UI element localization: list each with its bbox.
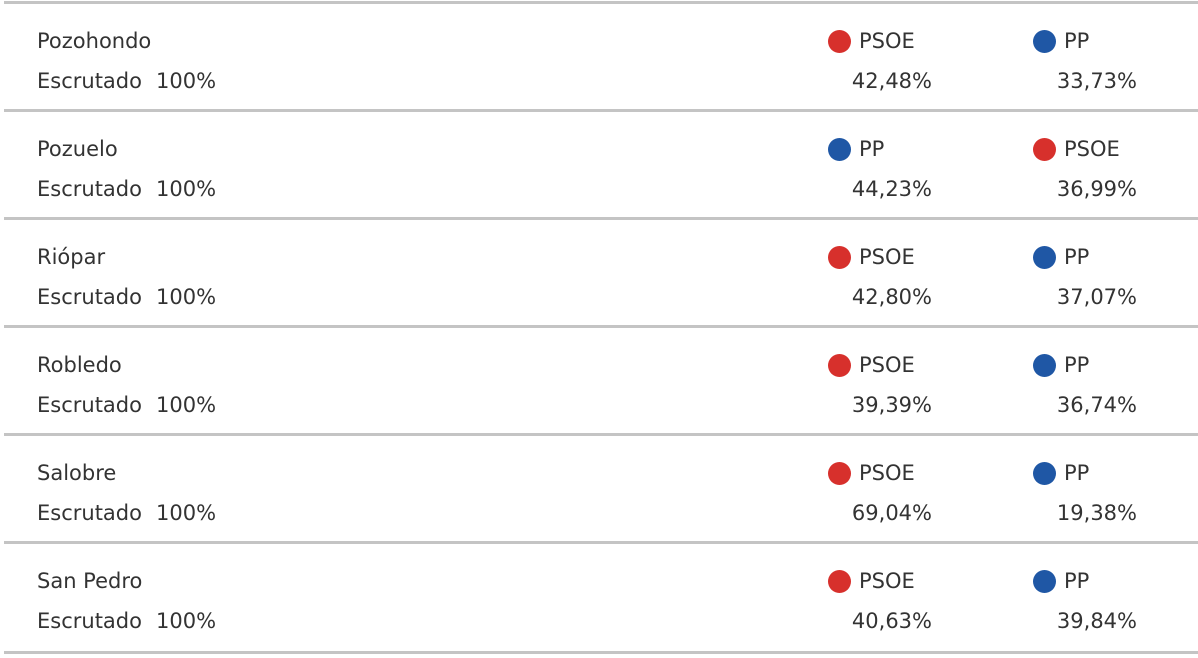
first-party-percentage: 44,23% <box>851 177 932 201</box>
scrutiny-value: 100% <box>155 501 217 525</box>
party-name: PP <box>1064 245 1090 269</box>
second-party-percentage: 33,73% <box>1056 69 1137 93</box>
party-dot-icon <box>828 461 851 485</box>
scrutiny-value: 100% <box>155 69 217 93</box>
municipality-row[interactable]: Pozohondo Escrutado 100% PSOE 42,48% PP 3… <box>0 4 1198 112</box>
scrutiny-status: Escrutado 100% <box>37 498 216 528</box>
scrutiny-label: Escrutado <box>37 285 142 309</box>
scrutiny-status: Escrutado 100% <box>37 282 216 312</box>
municipality-name: Riópar <box>37 245 106 269</box>
party-name: PSOE <box>859 245 915 269</box>
party-dot-icon <box>1033 353 1056 377</box>
party-name: PSOE <box>859 461 915 485</box>
first-party: PSOE <box>828 566 915 596</box>
second-party: PP <box>1033 242 1089 272</box>
second-party-percentage: 39,84% <box>1056 609 1137 633</box>
municipality-row[interactable]: Riópar Escrutado 100% PSOE 42,80% PP 37,0… <box>0 220 1198 328</box>
second-party-percentage: 36,99% <box>1056 177 1137 201</box>
first-party-percentage: 42,80% <box>851 285 932 309</box>
row-divider <box>4 325 1198 328</box>
party-dot-icon <box>828 569 851 593</box>
row-divider <box>4 1 1198 4</box>
party-dot-icon <box>1033 29 1056 53</box>
scrutiny-value: 100% <box>155 177 217 201</box>
party-dot-icon <box>828 137 851 161</box>
first-party-percentage: 40,63% <box>851 609 932 633</box>
scrutiny-value: 100% <box>155 609 217 633</box>
first-party-percentage: 42,48% <box>851 69 932 93</box>
party-dot-icon <box>828 353 851 377</box>
row-divider <box>4 541 1198 544</box>
municipality-row[interactable]: Salobre Escrutado 100% PSOE 69,04% PP 19,… <box>0 436 1198 544</box>
municipality-row[interactable]: Pozuelo Escrutado 100% PP 44,23% PSOE 36,… <box>0 112 1198 220</box>
scrutiny-label: Escrutado <box>37 393 142 417</box>
party-name: PP <box>859 137 885 161</box>
row-divider <box>4 217 1198 220</box>
second-party-percentage: 37,07% <box>1056 285 1137 309</box>
party-name: PP <box>1064 29 1090 53</box>
party-name: PSOE <box>859 353 915 377</box>
first-party: PSOE <box>828 242 915 272</box>
second-party: PP <box>1033 350 1089 380</box>
party-dot-icon <box>1033 461 1056 485</box>
scrutiny-label: Escrutado <box>37 609 142 633</box>
scrutiny-status: Escrutado 100% <box>37 390 216 420</box>
scrutiny-status: Escrutado 100% <box>37 66 216 96</box>
scrutiny-value: 100% <box>155 393 217 417</box>
second-party: PP <box>1033 458 1089 488</box>
party-name: PP <box>1064 353 1090 377</box>
second-party: PP <box>1033 26 1089 56</box>
municipality-row[interactable]: Robledo Escrutado 100% PSOE 39,39% PP 36,… <box>0 328 1198 436</box>
municipality-name: Robledo <box>37 353 122 377</box>
scrutiny-status: Escrutado 100% <box>37 174 216 204</box>
scrutiny-label: Escrutado <box>37 177 142 201</box>
party-name: PSOE <box>1064 137 1120 161</box>
second-party: PP <box>1033 566 1089 596</box>
party-name: PP <box>1064 461 1090 485</box>
row-divider <box>4 433 1198 436</box>
scrutiny-label: Escrutado <box>37 501 142 525</box>
municipality-name: Pozuelo <box>37 137 118 161</box>
scrutiny-label: Escrutado <box>37 69 142 93</box>
municipality-name: San Pedro <box>37 569 143 593</box>
party-name: PSOE <box>859 29 915 53</box>
municipality-name: Pozohondo <box>37 29 152 53</box>
first-party: PSOE <box>828 350 915 380</box>
row-divider <box>4 109 1198 112</box>
party-name: PP <box>1064 569 1090 593</box>
party-name: PSOE <box>859 569 915 593</box>
first-party-percentage: 69,04% <box>851 501 932 525</box>
row-divider <box>4 651 1198 654</box>
scrutiny-status: Escrutado 100% <box>37 606 216 636</box>
second-party-percentage: 36,74% <box>1056 393 1137 417</box>
party-dot-icon <box>1033 569 1056 593</box>
first-party: PSOE <box>828 458 915 488</box>
party-dot-icon <box>828 245 851 269</box>
party-dot-icon <box>1033 245 1056 269</box>
municipality-name: Salobre <box>37 461 117 485</box>
first-party-percentage: 39,39% <box>851 393 932 417</box>
first-party: PSOE <box>828 26 915 56</box>
second-party: PSOE <box>1033 134 1120 164</box>
party-dot-icon <box>828 29 851 53</box>
second-party-percentage: 19,38% <box>1056 501 1137 525</box>
first-party: PP <box>828 134 884 164</box>
scrutiny-value: 100% <box>155 285 217 309</box>
party-dot-icon <box>1033 137 1056 161</box>
municipality-row[interactable]: San Pedro Escrutado 100% PSOE 40,63% PP 3… <box>0 544 1198 652</box>
